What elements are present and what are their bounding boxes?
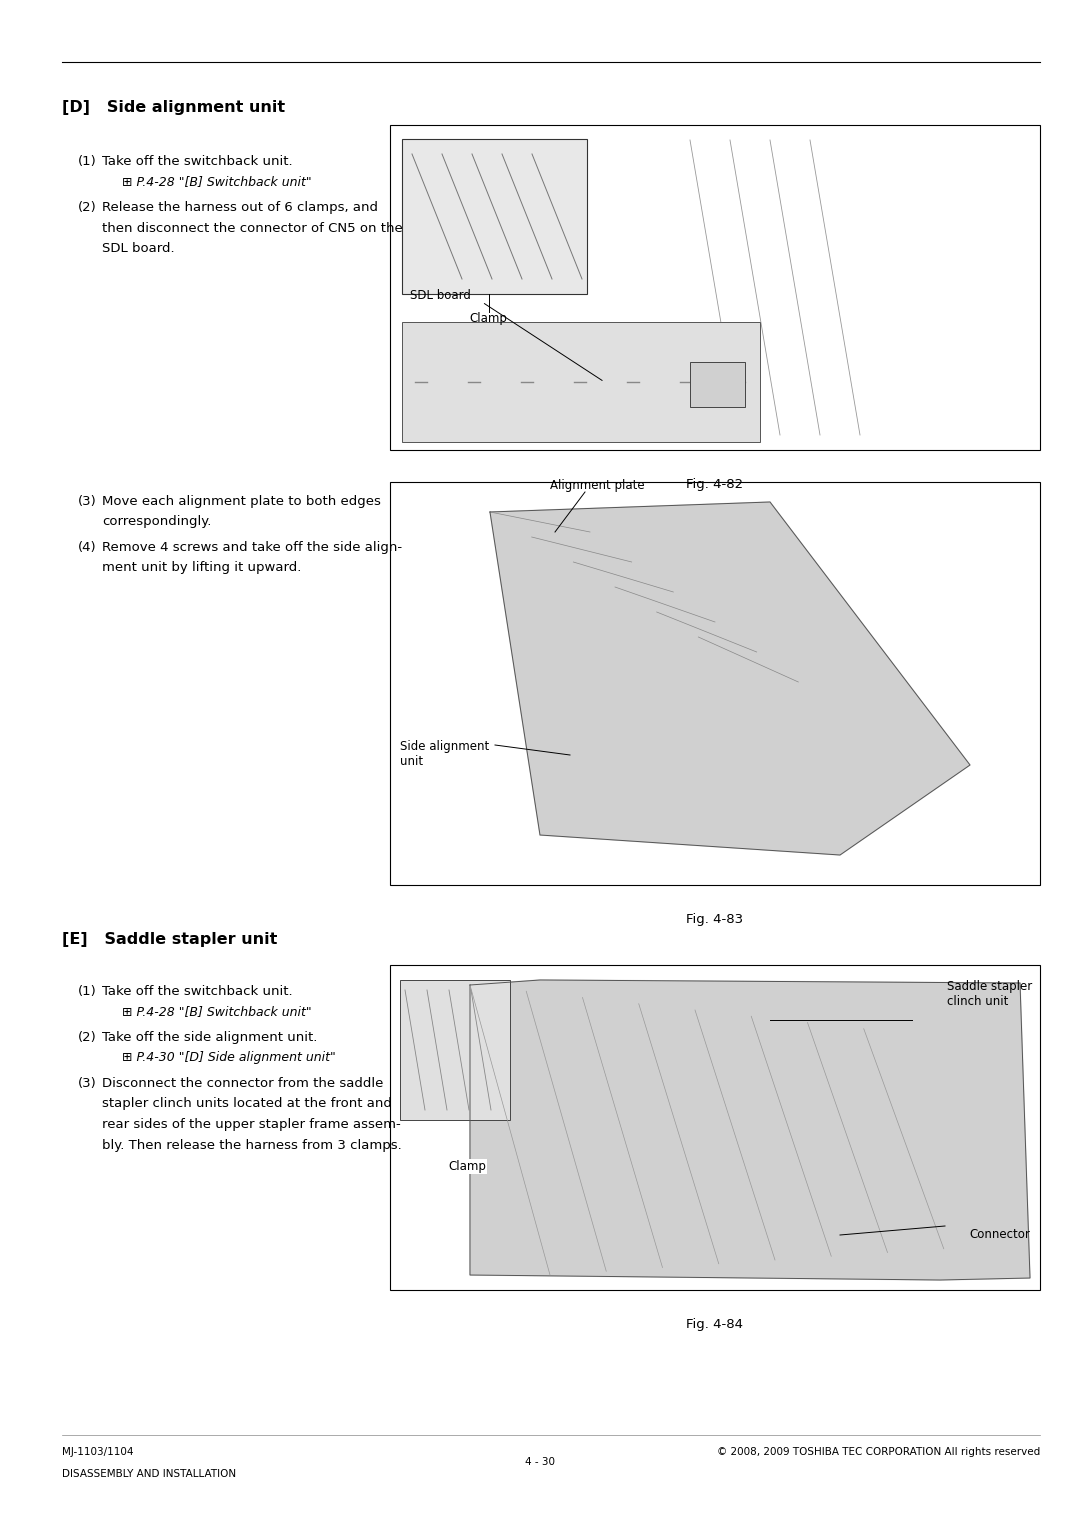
Text: Release the harness out of 6 clamps, and: Release the harness out of 6 clamps, and xyxy=(102,202,378,214)
Text: © 2008, 2009 TOSHIBA TEC CORPORATION All rights reserved: © 2008, 2009 TOSHIBA TEC CORPORATION All… xyxy=(717,1448,1040,1457)
Text: ⊞ P.4-28 "[B] Switchback unit": ⊞ P.4-28 "[B] Switchback unit" xyxy=(122,176,312,188)
Text: 4 - 30: 4 - 30 xyxy=(525,1457,555,1467)
Text: Take off the switchback unit.: Take off the switchback unit. xyxy=(102,156,293,168)
Polygon shape xyxy=(470,980,1030,1280)
Text: Clamp: Clamp xyxy=(470,312,508,325)
Text: ⊞ P.4-28 "[B] Switchback unit": ⊞ P.4-28 "[B] Switchback unit" xyxy=(122,1005,312,1019)
Text: MJ-1103/1104: MJ-1103/1104 xyxy=(62,1448,134,1457)
Text: Fig. 4-82: Fig. 4-82 xyxy=(687,478,743,492)
Text: ⊞ P.4-30 "[D] Side alignment unit": ⊞ P.4-30 "[D] Side alignment unit" xyxy=(122,1052,336,1064)
Text: correspondingly.: correspondingly. xyxy=(102,516,212,528)
Bar xyxy=(395,487,1035,880)
Text: Saddle stapler
clinch unit: Saddle stapler clinch unit xyxy=(947,980,1032,1008)
Text: Fig. 4-84: Fig. 4-84 xyxy=(687,1318,743,1332)
Text: rear sides of the upper stapler frame assem-: rear sides of the upper stapler frame as… xyxy=(102,1118,401,1132)
Text: (1): (1) xyxy=(78,156,97,168)
Bar xyxy=(395,970,1035,1286)
Text: Fig. 4-83: Fig. 4-83 xyxy=(687,913,743,925)
Text: Take off the switchback unit.: Take off the switchback unit. xyxy=(102,985,293,999)
Text: stapler clinch units located at the front and: stapler clinch units located at the fron… xyxy=(102,1098,392,1110)
Bar xyxy=(402,139,588,295)
Text: (2): (2) xyxy=(78,1031,97,1044)
Text: (3): (3) xyxy=(78,495,97,508)
Bar xyxy=(400,980,510,1119)
Polygon shape xyxy=(490,502,970,855)
Text: then disconnect the connector of CN5 on the: then disconnect the connector of CN5 on … xyxy=(102,221,403,235)
Bar xyxy=(390,125,1040,450)
Text: SDL board: SDL board xyxy=(410,289,471,302)
Bar xyxy=(689,362,744,408)
Text: Move each alignment plate to both edges: Move each alignment plate to both edges xyxy=(102,495,381,508)
Text: Take off the side alignment unit.: Take off the side alignment unit. xyxy=(102,1031,318,1044)
Text: Remove 4 screws and take off the side align-: Remove 4 screws and take off the side al… xyxy=(102,541,402,554)
Text: Connector: Connector xyxy=(969,1228,1030,1241)
Text: (1): (1) xyxy=(78,985,97,999)
Text: bly. Then release the harness from 3 clamps.: bly. Then release the harness from 3 cla… xyxy=(102,1139,402,1151)
Text: Clamp: Clamp xyxy=(448,1161,486,1173)
Text: SDL board.: SDL board. xyxy=(102,241,175,255)
Text: (3): (3) xyxy=(78,1077,97,1090)
Text: Alignment plate: Alignment plate xyxy=(550,479,645,492)
Text: Disconnect the connector from the saddle: Disconnect the connector from the saddle xyxy=(102,1077,383,1090)
Text: [D]   Side alignment unit: [D] Side alignment unit xyxy=(62,99,285,115)
Text: [E]   Saddle stapler unit: [E] Saddle stapler unit xyxy=(62,931,278,947)
Text: (4): (4) xyxy=(78,541,96,554)
Text: Side alignment
unit: Side alignment unit xyxy=(400,741,489,768)
Text: (2): (2) xyxy=(78,202,97,214)
Text: DISASSEMBLY AND INSTALLATION: DISASSEMBLY AND INSTALLATION xyxy=(62,1469,237,1480)
Bar xyxy=(390,965,1040,1290)
Bar xyxy=(395,130,1035,444)
Text: ment unit by lifting it upward.: ment unit by lifting it upward. xyxy=(102,562,301,574)
Bar xyxy=(390,483,1040,886)
Bar xyxy=(402,322,759,441)
